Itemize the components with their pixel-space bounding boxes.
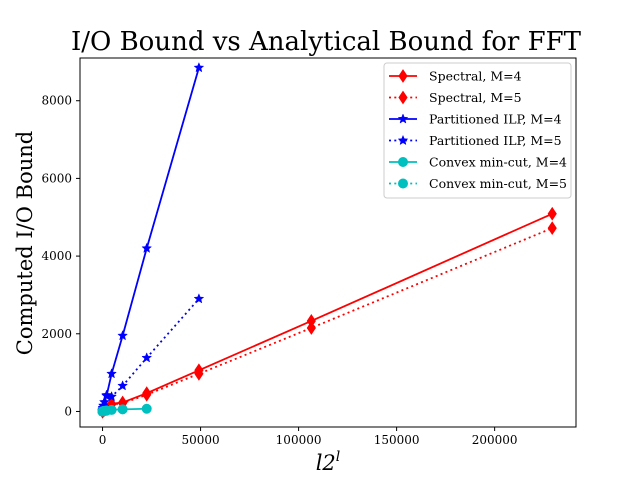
legend-item: Convex min-cut, M=4 [389,155,567,170]
legend-marker [398,157,408,167]
x-tick-label: 0 [99,433,107,447]
data-point [193,293,205,304]
chart-title: I/O Bound vs Analytical Bound for FFT [71,27,582,57]
legend-item: Partitioned ILP, M=4 [389,112,562,127]
legend-label: Partitioned ILP, M=5 [429,133,562,148]
legend-label: Convex min-cut, M=4 [429,155,567,170]
y-tick-label: 4000 [41,249,72,263]
legend-marker [397,113,409,124]
y-axis-label: Computed I/O Bound [13,131,37,355]
data-point [106,391,117,402]
legend-label: Partitioned ILP, M=4 [429,112,562,127]
series-spectral-m-5 [97,221,557,419]
y-tick-label: 0 [64,404,72,418]
legend-frame [383,62,572,199]
series-line [101,67,200,412]
legend-label: Convex min-cut, M=5 [429,176,567,191]
x-axis-ticks: 0 50000 100000 150000 200000 [99,427,518,447]
data-point [142,387,152,402]
x-axis-label-base: l2 [316,451,336,475]
data-point [141,352,153,363]
data-point [101,405,112,416]
y-axis-ticks: 0 2000 4000 6000 8000 [41,94,80,418]
data-point [547,206,557,221]
legend: Spectral, M=4 Spectral, M=5 Partitioned IL… [383,62,572,199]
series-partitioned-ilp-m-5 [97,293,205,417]
legend-label: Spectral, M=4 [429,69,522,84]
data-point [117,330,129,341]
data-point [117,404,128,415]
plot-frame [79,57,577,428]
legend-marker [398,178,408,189]
legend-label: Spectral, M=5 [429,90,522,105]
data-point [101,389,112,400]
x-tick-label: 200000 [472,433,518,447]
legend-marker [398,90,408,105]
x-tick-label: 50000 [181,433,219,447]
x-axis-label: l2l [316,449,341,475]
data-point [117,380,129,391]
data-point [306,321,316,335]
data-point [194,366,204,381]
legend-marker [397,134,409,146]
data-point [141,242,153,253]
x-tick-label: 150000 [374,433,420,447]
data-point [193,62,205,73]
legend-item: Spectral, M=4 [389,69,522,84]
y-tick-label: 6000 [41,171,72,185]
legend-marker [398,69,408,83]
data-point [106,368,117,379]
y-tick-label: 2000 [41,327,72,341]
x-tick-label: 100000 [276,433,322,447]
y-tick-label: 8000 [41,94,72,108]
legend-item: Spectral, M=5 [389,90,522,105]
series-layer [97,62,557,419]
series-convex-min-cut-m-5 [97,405,112,417]
series-partitioned-ilp-m-4 [97,62,205,417]
legend-item: Convex min-cut, M=5 [389,176,567,191]
data-point [547,221,557,236]
legend-item: Partitioned ILP, M=5 [389,133,562,148]
x-axis-label-exponent: l [336,449,340,465]
data-point [141,403,152,414]
series-line [101,212,553,412]
